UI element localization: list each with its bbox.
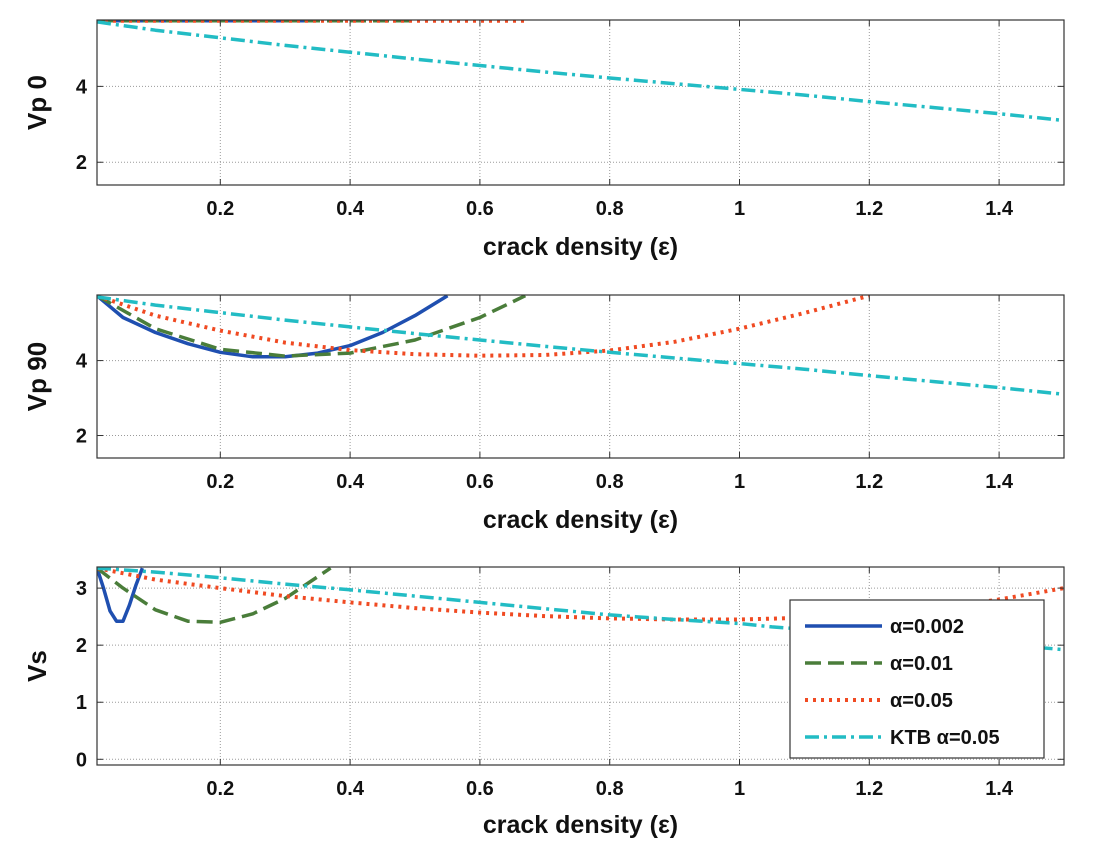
series-line-a01 bbox=[97, 295, 527, 358]
legend-label-a05: α=0.05 bbox=[890, 690, 953, 712]
series-line-a01 bbox=[97, 567, 332, 625]
series-line-ktb bbox=[97, 295, 1064, 397]
y-tick-label: 4 bbox=[76, 76, 88, 98]
x-tick-label: 0.6 bbox=[466, 198, 494, 220]
y-tick-label: 2 bbox=[76, 152, 87, 174]
y-axis-label: Vs bbox=[22, 650, 52, 682]
x-tick-label: 0.8 bbox=[596, 471, 624, 493]
x-tick-label: 1 bbox=[734, 198, 745, 220]
x-tick-label: 0.4 bbox=[336, 778, 365, 800]
axes-frame bbox=[96, 294, 1065, 459]
x-tick-label: 1 bbox=[734, 778, 745, 800]
panel-2: 0.2 0.4 0.6 0.8 1 1.2 1.4 2 4 crack density (ε) Vp… bbox=[22, 294, 1065, 534]
x-tick-label: 0.2 bbox=[206, 778, 234, 800]
plot-area bbox=[97, 295, 1064, 458]
x-tick-label: 0.8 bbox=[596, 198, 624, 220]
series-line-a002 bbox=[97, 567, 145, 623]
y-axis-label: Vp 90 bbox=[22, 342, 52, 411]
legend: α=0.002 α=0.01 α=0.05 KTB α=0.05 bbox=[789, 599, 1045, 759]
series-line-a05 bbox=[97, 295, 870, 358]
x-axis-label: crack density (ε) bbox=[483, 233, 678, 261]
x-tick-label: 1.2 bbox=[855, 778, 883, 800]
plot-area bbox=[97, 20, 1064, 185]
y-tick-label: 0 bbox=[76, 749, 87, 771]
x-tick-label: 1.2 bbox=[855, 471, 883, 493]
x-tick-label: 1 bbox=[734, 471, 745, 493]
x-tick-label: 0.4 bbox=[336, 198, 365, 220]
legend-label-ktb: KTB α=0.05 bbox=[890, 727, 1000, 749]
x-tick-label: 0.6 bbox=[466, 471, 494, 493]
x-tick-label: 1.4 bbox=[985, 778, 1014, 800]
x-axis-label: crack density (ε) bbox=[483, 811, 678, 839]
y-tick-label: 4 bbox=[76, 351, 88, 373]
y-tick-label: 2 bbox=[76, 426, 87, 448]
x-tick-label: 1.2 bbox=[855, 198, 883, 220]
x-tick-label: 0.8 bbox=[596, 778, 624, 800]
x-tick-label: 0.4 bbox=[336, 471, 365, 493]
x-axis-label: crack density (ε) bbox=[483, 506, 678, 534]
panel-1: 0.2 0.4 0.6 0.8 1 1.2 1.4 2 4 crack density (ε) Vp… bbox=[22, 19, 1065, 261]
x-tick-label: 0.2 bbox=[206, 471, 234, 493]
series-line-a002 bbox=[97, 295, 449, 359]
x-tick-label: 0.6 bbox=[466, 778, 494, 800]
legend-label-a01: α=0.01 bbox=[890, 653, 953, 675]
axes-frame bbox=[96, 566, 1065, 766]
y-axis-label: Vp 0 bbox=[22, 75, 52, 130]
y-tick-label: 1 bbox=[76, 692, 87, 714]
x-tick-label: 1.4 bbox=[985, 471, 1014, 493]
x-tick-label: 1.4 bbox=[985, 198, 1014, 220]
y-tick-label: 3 bbox=[76, 578, 87, 600]
axes-frame bbox=[96, 19, 1065, 186]
legend-label-a002: α=0.002 bbox=[890, 616, 964, 638]
x-tick-label: 0.2 bbox=[206, 198, 234, 220]
y-tick-label: 2 bbox=[76, 635, 87, 657]
